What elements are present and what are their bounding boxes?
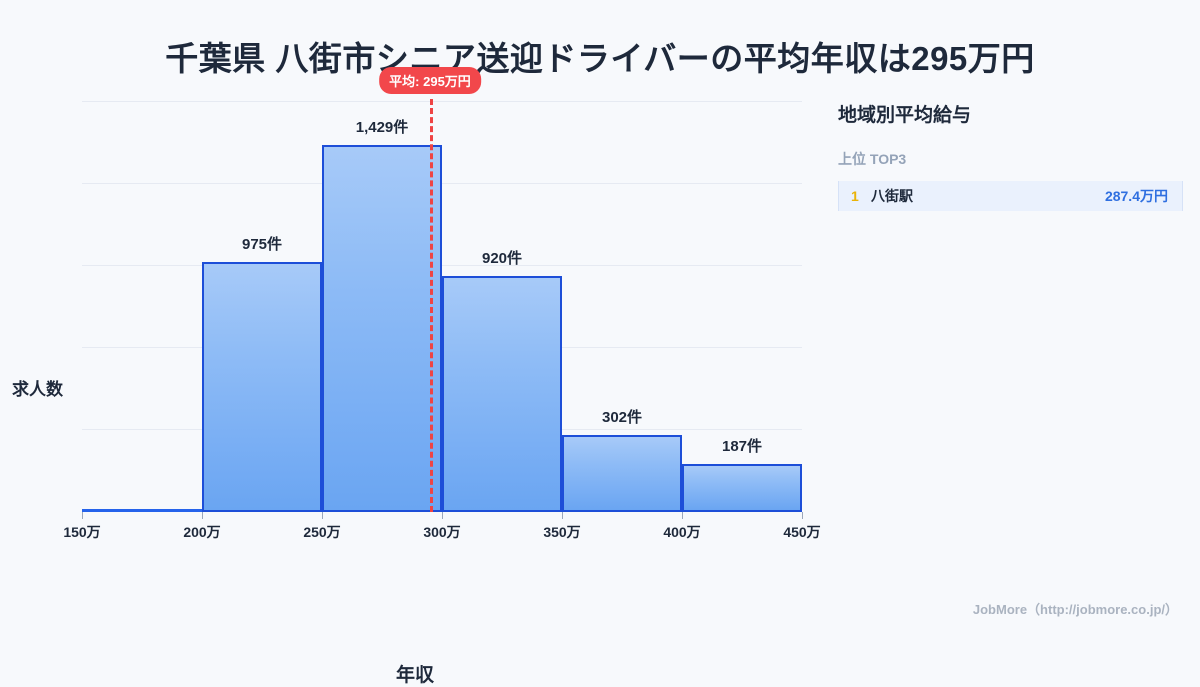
histogram-bar[interactable] xyxy=(322,145,442,512)
x-axis-tick-label: 150万 xyxy=(63,524,101,540)
x-axis-tick xyxy=(682,512,683,519)
bar-value-label: 302件 xyxy=(601,408,643,426)
histogram-bar[interactable] xyxy=(442,276,562,512)
page-title: 千葉県 八街市シニア送迎ドライバーの平均年収は295万円 xyxy=(165,40,1035,77)
x-axis-tick xyxy=(202,512,203,519)
rank-area-name: 八街駅 xyxy=(871,188,913,204)
histogram-bar[interactable] xyxy=(82,509,202,512)
x-axis-title: 年収 xyxy=(395,665,434,686)
x-axis-tick xyxy=(562,512,563,519)
x-axis-tick-label: 200万 xyxy=(183,524,221,540)
bar-value-label: 975件 xyxy=(241,235,283,253)
x-axis-tick-label: 400万 xyxy=(663,524,701,540)
x-axis-tick xyxy=(802,512,803,519)
x-axis-tick xyxy=(82,512,83,519)
footer-watermark: JobMore（http://jobmore.co.jp/） xyxy=(972,602,1178,617)
gridline xyxy=(82,264,802,266)
sidebar-subheading: 上位 TOP3 xyxy=(838,151,907,167)
bar-value-label: 187件 xyxy=(721,438,763,456)
x-axis-tick-label: 450万 xyxy=(783,524,821,540)
chart-area: 求人数 975件 1,429件 920件 302件 187件 平均: 295万円 150万… xyxy=(0,67,830,686)
bar-value-label: 920件 xyxy=(481,250,523,267)
gridline xyxy=(82,182,802,184)
sidebar-heading: 地域別平均給与 xyxy=(838,105,972,126)
rank-number: 1 xyxy=(851,188,859,204)
y-axis-title: 求人数 xyxy=(12,380,63,399)
average-badge: 平均: 295万円 xyxy=(379,67,481,94)
histogram-bar[interactable] xyxy=(202,261,322,512)
gridline xyxy=(82,100,802,102)
x-axis-tick-label: 300万 xyxy=(423,524,461,540)
average-line xyxy=(430,99,433,512)
histogram-bar[interactable] xyxy=(562,434,682,512)
histogram-bar[interactable] xyxy=(682,464,802,512)
rank-row[interactable]: 1 八街駅 287.4万円 xyxy=(838,181,1183,211)
rank-list: 1 八街駅 287.4万円 xyxy=(838,181,1183,211)
chart-page: 千葉県 八街市シニア送迎ドライバーの平均年収は295万円 求人数 975件 1,4… xyxy=(0,40,1183,686)
x-axis-tick xyxy=(442,512,443,519)
x-axis-tick-label: 350万 xyxy=(543,524,581,540)
rank-salary-value: 287.4万円 xyxy=(1104,188,1168,204)
plot-area: 975件 1,429件 920件 302件 187件 平均: 295万円 xyxy=(82,67,802,512)
x-axis-tick xyxy=(322,512,323,519)
sidebar: 地域別平均給与 上位 TOP3 1 八街駅 287.4万円 xyxy=(838,100,1183,211)
bar-value-label: 1,429件 xyxy=(355,119,409,137)
x-axis-tick-label: 250万 xyxy=(303,524,341,540)
